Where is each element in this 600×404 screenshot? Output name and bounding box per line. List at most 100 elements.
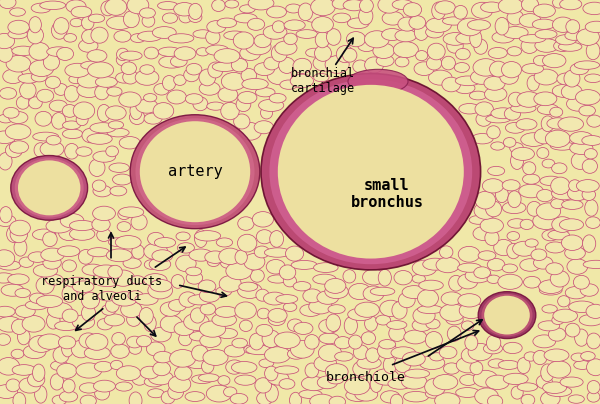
Ellipse shape bbox=[17, 329, 30, 345]
Ellipse shape bbox=[568, 186, 588, 201]
Ellipse shape bbox=[239, 122, 262, 140]
Ellipse shape bbox=[0, 153, 12, 170]
Ellipse shape bbox=[168, 385, 184, 399]
Ellipse shape bbox=[113, 174, 132, 185]
Ellipse shape bbox=[64, 86, 79, 102]
Ellipse shape bbox=[219, 276, 241, 292]
Ellipse shape bbox=[263, 25, 287, 39]
Ellipse shape bbox=[332, 0, 349, 9]
Ellipse shape bbox=[364, 31, 389, 48]
Ellipse shape bbox=[570, 63, 589, 75]
Ellipse shape bbox=[46, 135, 61, 145]
Ellipse shape bbox=[11, 319, 27, 335]
Ellipse shape bbox=[121, 62, 136, 75]
Ellipse shape bbox=[160, 302, 181, 316]
Ellipse shape bbox=[82, 305, 95, 321]
Ellipse shape bbox=[154, 84, 169, 95]
Ellipse shape bbox=[35, 386, 47, 403]
Ellipse shape bbox=[577, 29, 599, 45]
Ellipse shape bbox=[15, 305, 35, 318]
Ellipse shape bbox=[189, 3, 202, 19]
Ellipse shape bbox=[179, 292, 197, 307]
Ellipse shape bbox=[158, 2, 178, 10]
Ellipse shape bbox=[516, 119, 537, 130]
Ellipse shape bbox=[547, 118, 569, 129]
Ellipse shape bbox=[267, 67, 292, 85]
Ellipse shape bbox=[458, 263, 481, 272]
Ellipse shape bbox=[58, 246, 80, 257]
Ellipse shape bbox=[118, 209, 131, 220]
Ellipse shape bbox=[206, 30, 220, 44]
Ellipse shape bbox=[77, 82, 101, 97]
Ellipse shape bbox=[130, 110, 145, 124]
Ellipse shape bbox=[480, 218, 503, 233]
Ellipse shape bbox=[283, 303, 297, 311]
Ellipse shape bbox=[494, 240, 514, 256]
Ellipse shape bbox=[276, 295, 298, 303]
Ellipse shape bbox=[467, 20, 490, 30]
Ellipse shape bbox=[224, 387, 237, 397]
Ellipse shape bbox=[82, 16, 94, 30]
Ellipse shape bbox=[278, 57, 295, 74]
Ellipse shape bbox=[454, 5, 467, 19]
Ellipse shape bbox=[280, 265, 296, 280]
Ellipse shape bbox=[254, 34, 271, 48]
Ellipse shape bbox=[587, 381, 600, 394]
Ellipse shape bbox=[478, 292, 536, 339]
Ellipse shape bbox=[215, 306, 238, 318]
Ellipse shape bbox=[482, 179, 503, 193]
Ellipse shape bbox=[242, 78, 268, 90]
Ellipse shape bbox=[457, 18, 482, 36]
Ellipse shape bbox=[6, 379, 20, 392]
Ellipse shape bbox=[365, 57, 383, 73]
Ellipse shape bbox=[189, 12, 202, 23]
Ellipse shape bbox=[325, 56, 349, 74]
Ellipse shape bbox=[53, 18, 69, 34]
Ellipse shape bbox=[13, 393, 26, 404]
Ellipse shape bbox=[220, 255, 236, 268]
Ellipse shape bbox=[488, 47, 508, 59]
Ellipse shape bbox=[532, 19, 556, 29]
Ellipse shape bbox=[234, 13, 257, 23]
Ellipse shape bbox=[29, 17, 41, 33]
Ellipse shape bbox=[79, 333, 98, 348]
Ellipse shape bbox=[325, 364, 348, 380]
Ellipse shape bbox=[540, 176, 562, 185]
Ellipse shape bbox=[560, 377, 583, 387]
Ellipse shape bbox=[275, 41, 297, 55]
Ellipse shape bbox=[535, 39, 559, 52]
Ellipse shape bbox=[404, 330, 427, 344]
Ellipse shape bbox=[270, 231, 284, 247]
Ellipse shape bbox=[110, 186, 127, 196]
Ellipse shape bbox=[70, 18, 83, 27]
Ellipse shape bbox=[559, 42, 582, 51]
Ellipse shape bbox=[40, 141, 64, 157]
Ellipse shape bbox=[305, 48, 323, 57]
Ellipse shape bbox=[25, 300, 49, 310]
Ellipse shape bbox=[562, 235, 583, 250]
Ellipse shape bbox=[458, 294, 481, 307]
Ellipse shape bbox=[305, 335, 319, 349]
Ellipse shape bbox=[7, 225, 22, 242]
Ellipse shape bbox=[104, 314, 125, 326]
Ellipse shape bbox=[508, 219, 526, 228]
Ellipse shape bbox=[314, 263, 338, 272]
Ellipse shape bbox=[286, 4, 301, 13]
Ellipse shape bbox=[65, 143, 79, 159]
Ellipse shape bbox=[93, 151, 116, 162]
Ellipse shape bbox=[226, 262, 252, 280]
Ellipse shape bbox=[522, 63, 544, 74]
Ellipse shape bbox=[519, 14, 541, 27]
Ellipse shape bbox=[574, 360, 591, 369]
Ellipse shape bbox=[269, 79, 472, 264]
Ellipse shape bbox=[205, 251, 226, 263]
Text: respiratory ducts
and alveoli: respiratory ducts and alveoli bbox=[41, 275, 163, 303]
Ellipse shape bbox=[491, 142, 505, 150]
Ellipse shape bbox=[586, 217, 600, 228]
Ellipse shape bbox=[456, 357, 479, 373]
Ellipse shape bbox=[152, 27, 176, 38]
Ellipse shape bbox=[585, 21, 600, 33]
Ellipse shape bbox=[523, 174, 540, 184]
Ellipse shape bbox=[136, 118, 254, 225]
Ellipse shape bbox=[487, 259, 505, 271]
